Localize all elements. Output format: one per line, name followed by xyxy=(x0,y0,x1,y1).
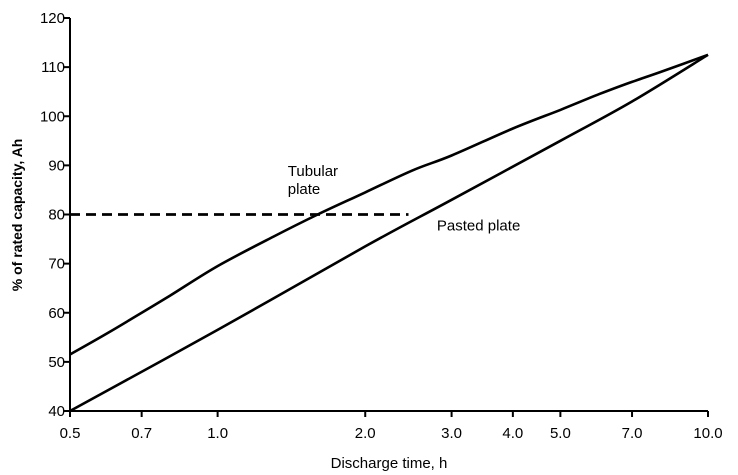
x-tick-label: 10.0 xyxy=(693,425,722,442)
annotation-label: Tubular xyxy=(288,163,338,180)
y-tick-label: 60 xyxy=(48,305,65,322)
y-tick-label: 70 xyxy=(48,256,65,273)
x-axis-title: Discharge time, h xyxy=(331,455,448,472)
y-tick-label: 110 xyxy=(41,59,65,76)
y-tick-label: 100 xyxy=(40,108,65,125)
y-tick-label: 120 xyxy=(40,10,65,27)
y-axis-title: % of rated capacity, Ah xyxy=(9,139,25,291)
x-tick-label: 2.0 xyxy=(355,425,376,442)
annotation-label: Pasted plate xyxy=(437,218,520,235)
x-tick-label: 3.0 xyxy=(441,425,462,442)
series-line-1 xyxy=(69,53,709,413)
annotation-label: plate xyxy=(288,181,321,198)
x-tick-label: 1.0 xyxy=(207,425,228,442)
y-tick-label: 50 xyxy=(48,354,65,371)
axes-layer xyxy=(69,18,708,412)
x-tick-label: 0.5 xyxy=(60,425,81,442)
y-tick-label: 90 xyxy=(48,157,65,174)
x-tick-label: 0.7 xyxy=(131,425,152,442)
series-layer xyxy=(69,53,709,413)
y-tick-label: 40 xyxy=(48,403,65,420)
x-tick-label: 7.0 xyxy=(622,425,643,442)
y-tick-label: 80 xyxy=(48,207,65,224)
series-line-0 xyxy=(69,53,709,356)
x-tick-label: 5.0 xyxy=(550,425,571,442)
ticks-layer: 0.5 0.7 1.0 2.0 3.0 4.0 5.0 7.0 10.0 40 50 60 70 80 90… xyxy=(40,10,723,442)
x-tick-label: 4.0 xyxy=(502,425,523,442)
